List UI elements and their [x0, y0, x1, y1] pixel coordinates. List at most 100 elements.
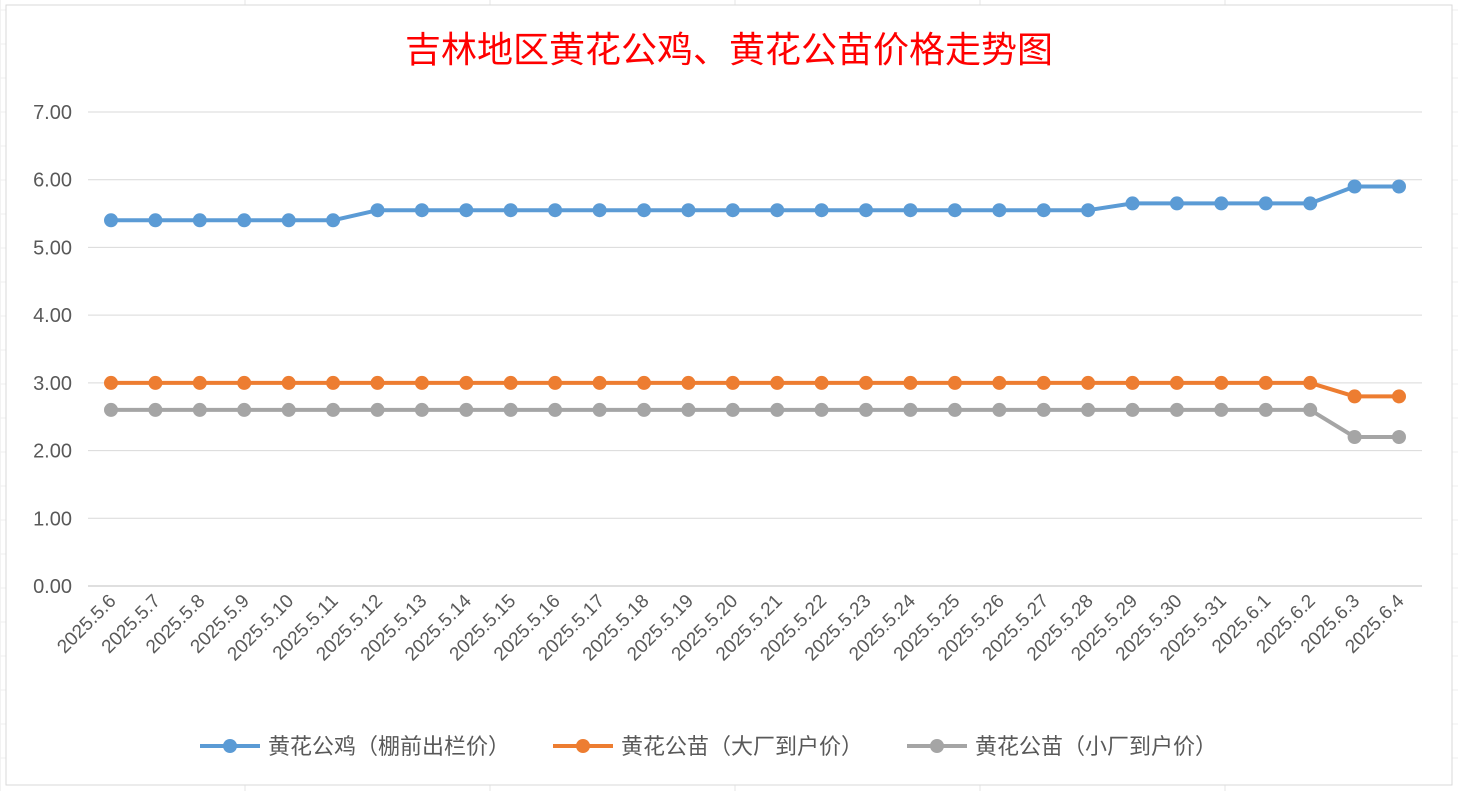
data-point [237, 375, 252, 390]
data-point [503, 402, 518, 417]
data-point [592, 203, 607, 218]
data-point [903, 375, 918, 390]
data-point [281, 375, 296, 390]
data-point [814, 203, 829, 218]
legend-swatch-marker [223, 739, 237, 753]
data-point [725, 375, 740, 390]
data-point [370, 203, 385, 218]
data-point [903, 203, 918, 218]
data-point [725, 402, 740, 417]
y-tick-label: 1.00 [33, 508, 72, 530]
y-tick-label: 6.00 [33, 170, 72, 192]
data-point [326, 375, 341, 390]
data-point [326, 402, 341, 417]
data-point [1258, 196, 1273, 211]
data-point [1214, 402, 1229, 417]
data-point [104, 375, 118, 390]
data-point [370, 402, 385, 417]
data-point [281, 213, 296, 228]
y-tick-label: 2.00 [33, 441, 72, 463]
data-point [592, 375, 607, 390]
data-point [1081, 402, 1096, 417]
data-point [1303, 375, 1318, 390]
data-point [1036, 402, 1051, 417]
data-point [1036, 203, 1051, 218]
data-point [992, 402, 1007, 417]
legend-item-3: 黄花公苗（小厂到户价） [907, 735, 1217, 760]
data-point [1125, 402, 1140, 417]
data-point [1125, 196, 1140, 211]
series-1 [104, 179, 1406, 228]
data-point [326, 213, 341, 228]
y-axis-tick-labels: 0.00 1.00 2.00 3.00 4.00 5.00 6.00 7.00 [33, 102, 72, 598]
chart-title: 吉林地区黄花公鸡、黄花公苗价格走势图 [405, 30, 1053, 71]
data-point [859, 375, 873, 390]
data-point [681, 375, 696, 390]
data-point [503, 203, 518, 218]
data-point [814, 402, 829, 417]
data-point [1347, 179, 1362, 194]
data-point [148, 375, 163, 390]
data-point [192, 402, 207, 417]
y-tick-label: 0.00 [33, 576, 72, 598]
data-point [992, 375, 1007, 390]
data-point [725, 203, 740, 218]
legend-label: 黄花公苗（大厂到户价） [621, 735, 863, 760]
data-point [947, 375, 962, 390]
data-point [1303, 196, 1318, 211]
legend-label: 黄花公苗（小厂到户价） [975, 735, 1217, 760]
data-point [1169, 402, 1184, 417]
series-2 [104, 375, 1406, 404]
y-tick-label: 3.00 [33, 373, 72, 395]
legend: 黄花公鸡（棚前出栏价） 黄花公苗（大厂到户价） 黄花公苗（小厂到户价） [200, 735, 1217, 760]
data-point [548, 402, 563, 417]
data-point [947, 203, 962, 218]
legend-label: 黄花公鸡（棚前出栏价） [268, 735, 510, 760]
data-point [770, 402, 785, 417]
data-point [281, 402, 296, 417]
data-point [459, 375, 474, 390]
series-3 [104, 402, 1406, 444]
data-point [192, 213, 207, 228]
data-point [947, 402, 962, 417]
data-point [1169, 196, 1184, 211]
data-point [681, 203, 696, 218]
data-point [192, 375, 207, 390]
data-point [770, 203, 785, 218]
series-group [104, 179, 1406, 444]
data-point [592, 402, 607, 417]
data-point [1169, 375, 1184, 390]
data-point [1036, 375, 1051, 390]
legend-swatch-marker [576, 739, 590, 753]
data-point [459, 402, 474, 417]
legend-swatch-marker [930, 739, 944, 753]
data-point [104, 213, 118, 228]
data-point [237, 402, 252, 417]
gridlines [88, 111, 1422, 587]
legend-item-1: 黄花公鸡（棚前出栏价） [200, 735, 510, 760]
data-point [503, 375, 518, 390]
data-point [1303, 402, 1318, 417]
data-point [903, 402, 918, 417]
data-point [548, 203, 563, 218]
data-point [1392, 430, 1406, 444]
data-point [1081, 203, 1096, 218]
data-point [414, 375, 429, 390]
data-point [414, 203, 429, 218]
series-line [109, 380, 1401, 399]
legend-item-2: 黄花公苗（大厂到户价） [553, 735, 863, 760]
data-point [459, 203, 474, 218]
data-point [370, 375, 385, 390]
data-point [770, 375, 785, 390]
data-point [1081, 375, 1096, 390]
data-point [1258, 375, 1273, 390]
data-point [1214, 196, 1229, 211]
data-point [148, 213, 163, 228]
data-point [148, 402, 163, 417]
y-tick-label: 4.00 [33, 305, 72, 327]
data-point [859, 203, 873, 218]
series-line [109, 407, 1401, 439]
data-point [637, 402, 651, 417]
